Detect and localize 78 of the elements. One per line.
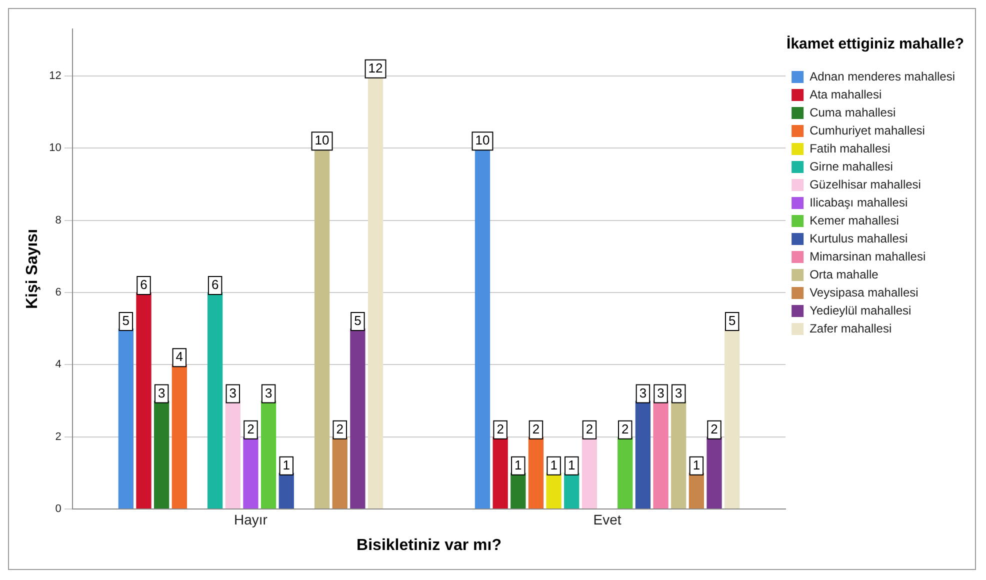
data-label: 6 <box>140 277 148 292</box>
bar <box>350 328 366 508</box>
data-label: 2 <box>586 421 594 436</box>
legend-label: Cuma mahallesi <box>810 105 896 120</box>
bar <box>207 292 223 508</box>
x-tick-label: Hayır <box>234 511 268 528</box>
data-label: 2 <box>532 421 540 436</box>
y-tick-label: 10 <box>49 142 62 154</box>
legend-label: Kurtulus mahallesi <box>810 231 908 246</box>
bar <box>724 328 740 508</box>
bar <box>635 400 651 508</box>
legend-label: Güzelhisar mahallesi <box>810 177 921 192</box>
y-tick-label: 12 <box>49 70 62 82</box>
data-label: 5 <box>354 313 362 328</box>
data-label: 3 <box>158 385 166 400</box>
legend-title: İkamet ettiginiz mahalle? <box>786 36 964 53</box>
data-label: 12 <box>368 60 383 76</box>
bar <box>260 400 276 508</box>
bar <box>671 400 686 508</box>
bar <box>154 400 170 508</box>
data-label: 1 <box>514 457 522 472</box>
bar <box>528 436 544 508</box>
data-label: 3 <box>674 385 682 400</box>
data-label: 2 <box>336 421 344 436</box>
data-label: 3 <box>639 385 647 400</box>
legend-label: Mimarsinan mahallesi <box>810 249 926 264</box>
bar <box>332 436 348 508</box>
data-label: 1 <box>568 457 576 472</box>
data-label: 1 <box>692 457 700 472</box>
y-tick-label: 4 <box>55 358 62 371</box>
data-label: 3 <box>264 385 272 400</box>
y-tick-label: 6 <box>55 286 62 298</box>
y-tick-label: 0 <box>55 503 62 516</box>
bar <box>706 436 722 508</box>
data-label: 4 <box>176 349 184 364</box>
data-label: 1 <box>550 457 558 472</box>
legend-label: Adnan menderes mahallesi <box>810 69 956 84</box>
data-label: 2 <box>496 421 504 436</box>
data-label: 3 <box>229 385 237 400</box>
legend-label: Yedieylül mahallesi <box>810 303 912 318</box>
bar <box>118 328 134 508</box>
y-axis-title: Kişi Sayısı <box>24 228 42 310</box>
legend-label: Veysipasa mahallesi <box>810 285 918 300</box>
data-label: 5 <box>122 313 130 328</box>
bar <box>278 472 294 508</box>
data-label: 5 <box>728 313 736 328</box>
y-tick-label: 8 <box>55 214 62 226</box>
legend-label: Kemer mahallesi <box>810 213 899 228</box>
bar <box>492 436 508 508</box>
legend-label: Cumhuriyet mahallesi <box>810 123 925 138</box>
data-label: 3 <box>657 385 664 400</box>
bar <box>136 292 152 508</box>
legend-label: Orta mahalle <box>810 267 879 282</box>
x-axis-title: Bisikletiniz var mı? <box>356 536 502 554</box>
x-tick-label: Evet <box>593 511 622 528</box>
data-label: 2 <box>247 421 254 436</box>
legend-label: Ilicabaşı mahallesi <box>810 195 908 210</box>
data-label: 6 <box>211 277 219 292</box>
data-label: 10 <box>475 132 490 148</box>
bar <box>618 436 633 508</box>
bar <box>243 436 258 508</box>
bar <box>225 400 240 508</box>
legend-label: Fatih mahallesi <box>810 141 890 156</box>
bar <box>564 472 580 508</box>
bar <box>653 400 668 508</box>
data-label: 2 <box>710 421 718 436</box>
legend-label: Zafer mahallesi <box>810 321 892 336</box>
bar <box>582 436 598 508</box>
bar <box>546 472 562 508</box>
y-tick-label: 2 <box>55 430 62 443</box>
data-label: 10 <box>314 132 330 148</box>
bar <box>688 472 704 508</box>
legend-label: Girne mahallesi <box>810 159 893 174</box>
bar <box>510 472 526 508</box>
bar <box>172 364 187 508</box>
data-label: 1 <box>282 457 290 472</box>
data-label: 2 <box>622 421 629 436</box>
legend-label: Ata mahallesi <box>810 87 882 102</box>
